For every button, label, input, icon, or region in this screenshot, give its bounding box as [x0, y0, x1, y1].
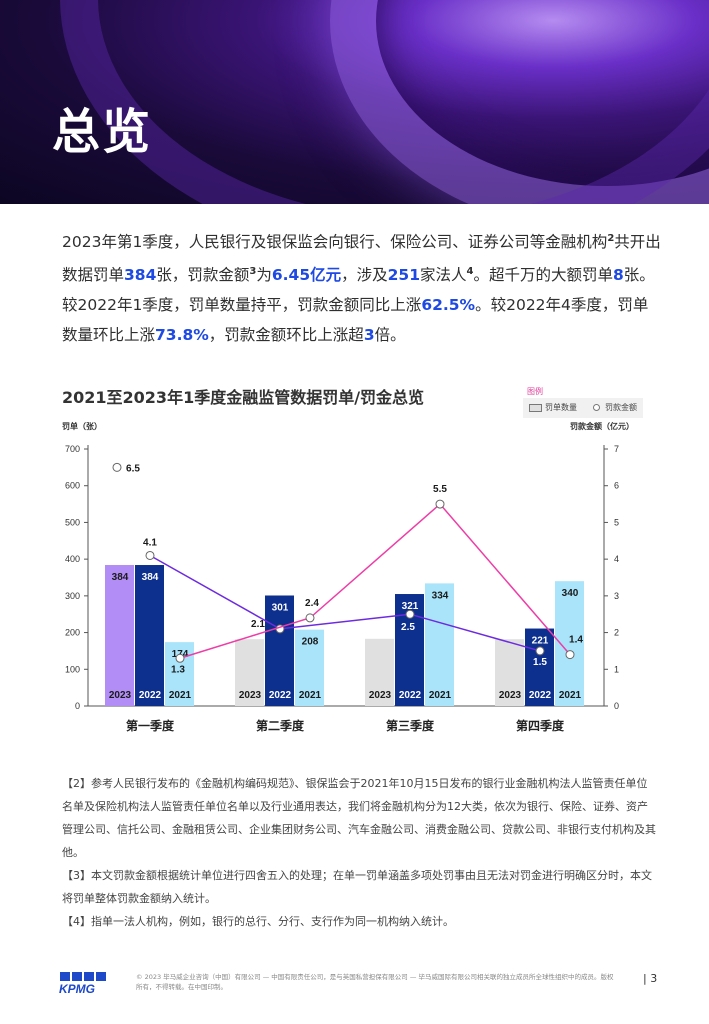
- line-marker-icon: [593, 404, 600, 411]
- right-tick-label: 0: [614, 701, 619, 711]
- right-tick-label: 3: [614, 591, 619, 601]
- bar-2023: [235, 639, 264, 706]
- footnote: 【2】参考人民银行发布的《金融机构编码规范》、银保监会于2021年10月15日发…: [62, 777, 656, 859]
- right-tick-label: 1: [614, 664, 619, 674]
- fine-marker: [435, 499, 445, 509]
- fine-marker: [565, 650, 575, 660]
- fine-value-label: 1.4: [569, 635, 583, 646]
- legend-line-label: 罚款金额: [605, 403, 637, 412]
- hero-banner: 总览: [0, 0, 709, 204]
- fine-marker: [535, 646, 545, 656]
- bar-2021: [165, 642, 194, 706]
- fine-value-label: 6.5: [126, 463, 140, 474]
- bar-year-label: 2021: [169, 690, 192, 701]
- quarter-label: 第二季度: [256, 718, 305, 733]
- fine-value-label: 4.1: [143, 537, 157, 548]
- left-tick-label: 700: [65, 444, 80, 454]
- fine-value-label: 2.5: [401, 622, 415, 633]
- bar-value-label: 221: [532, 636, 549, 647]
- right-tick-label: 2: [614, 628, 619, 638]
- fine-value-label: 5.5: [433, 484, 447, 495]
- fine-line-2022: [149, 554, 541, 652]
- footnotes: 【2】参考人民银行发布的《金融机构编码规范》、银保监会于2021年10月15日发…: [62, 772, 658, 933]
- fine-marker: [175, 653, 185, 663]
- bar-value-label: 334: [432, 590, 449, 601]
- bar-year-label: 2022: [529, 690, 552, 701]
- bar-year-label: 2021: [429, 690, 452, 701]
- right-tick-label: 6: [614, 481, 619, 491]
- bar-2023: [365, 638, 394, 706]
- fine-value-label: 1.5: [533, 657, 547, 668]
- footnote: 【4】指单一法人机构，例如，银行的总行、分行、支行作为同一机构纳入统计。: [62, 915, 454, 928]
- bar-2022: [525, 628, 554, 706]
- logo-text: KPMG: [59, 982, 95, 996]
- legend-title: 图例: [527, 387, 543, 396]
- decorative-ring: [60, 0, 709, 204]
- bar-value-label: 208: [302, 637, 319, 648]
- fine-value-label: 1.3: [171, 664, 185, 675]
- fine-line-2021: [179, 503, 571, 659]
- intro-paragraph: 2023年第1季度，人民银行及银保监会向银行、保险公司、证券公司等金融机构2共开…: [62, 233, 661, 345]
- bar-value-label: 384: [142, 572, 159, 583]
- left-tick-label: 300: [65, 591, 80, 601]
- legend-bar-label: 罚单数量: [545, 403, 577, 412]
- fine-value-label: 2.4: [305, 598, 319, 609]
- fine-value-label: 2.1: [251, 619, 265, 630]
- fine-marker: [145, 550, 155, 560]
- quarter-label: 第三季度: [386, 718, 435, 733]
- right-tick-label: 5: [614, 517, 619, 527]
- left-tick-label: 500: [65, 517, 80, 527]
- left-axis-label: 罚单（张）: [62, 422, 102, 431]
- quarter-label: 第四季度: [516, 718, 565, 733]
- copyright-text: © 2023 毕马威企业咨询（中国）有限公司 — 中国有限责任公司，是与英国私营…: [136, 973, 614, 991]
- left-tick-label: 200: [65, 628, 80, 638]
- bar-year-label: 2023: [109, 690, 132, 701]
- page-number: | 3: [643, 972, 658, 985]
- bar-value-label: 384: [112, 572, 129, 583]
- chart-title: 2021至2023年1季度金融监管数据罚单/罚金总览: [62, 388, 425, 407]
- bar-year-label: 2023: [499, 690, 522, 701]
- bar-2022: [265, 595, 294, 706]
- right-axis-label: 罚款金额（亿元）: [570, 422, 634, 431]
- chart-legend: 罚单数量 罚款金额: [523, 398, 643, 418]
- bar-year-label: 2022: [399, 690, 422, 701]
- right-tick-label: 4: [614, 554, 619, 564]
- bar-2022: [135, 565, 164, 706]
- right-tick-label: 7: [614, 444, 619, 454]
- bar-2021: [425, 583, 454, 706]
- fine-marker: [305, 613, 315, 623]
- bar-year-label: 2021: [559, 690, 582, 701]
- bar-value-label: 321: [402, 601, 419, 612]
- bar-year-label: 2022: [269, 690, 292, 701]
- quarter-label: 第一季度: [126, 718, 175, 733]
- bar-swatch: [529, 404, 542, 412]
- page-title: 总览: [52, 104, 153, 160]
- bar-value-label: 340: [562, 588, 579, 599]
- bar-value-label: 301: [272, 602, 289, 613]
- left-tick-label: 400: [65, 554, 80, 564]
- kpmg-logo: KPMG: [59, 972, 106, 996]
- left-tick-label: 100: [65, 664, 80, 674]
- left-tick-label: 0: [75, 701, 80, 711]
- bar-year-label: 2021: [299, 690, 322, 701]
- bar-year-label: 2022: [139, 690, 162, 701]
- bar-2021: [295, 629, 324, 706]
- fine-marker: [112, 462, 122, 472]
- fines-chart: 0 100 200 300 400 500 600 700 0 1 2 3 4 5 6 7 384 2023 384…: [65, 444, 619, 733]
- bar-year-label: 2023: [239, 690, 262, 701]
- bar-2023: [105, 565, 134, 706]
- bar-2023: [495, 639, 524, 706]
- footnote: 【3】本文罚款金额根据统计单位进行四舍五入的处理；在单一罚单涵盖多项处罚事由且无…: [62, 869, 652, 905]
- left-tick-label: 600: [65, 481, 80, 491]
- bar-year-label: 2023: [369, 690, 392, 701]
- fine-marker: [405, 609, 415, 619]
